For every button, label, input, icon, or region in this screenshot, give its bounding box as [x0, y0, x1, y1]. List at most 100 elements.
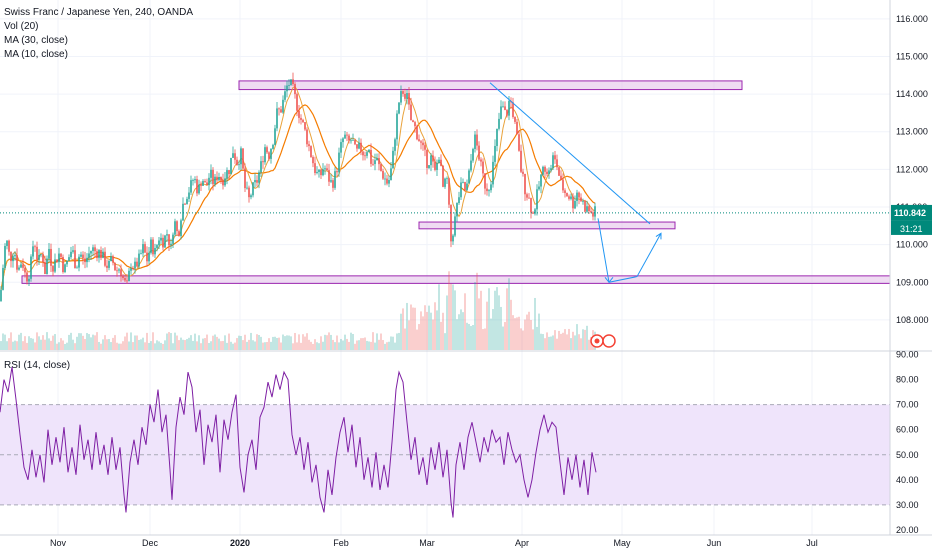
candle-body — [592, 212, 594, 217]
volume-bar — [92, 334, 94, 350]
candle-body — [266, 147, 268, 153]
candle-body — [124, 278, 126, 281]
volume-legend[interactable]: Vol (20) — [4, 21, 39, 32]
ma-30-line — [0, 104, 596, 291]
volume-bar — [580, 338, 582, 350]
volume-bar — [304, 336, 306, 350]
candle-body — [158, 240, 160, 246]
candle-body — [244, 168, 246, 189]
candle-body — [352, 139, 354, 141]
candle-body — [136, 261, 138, 267]
volume-bar — [372, 332, 374, 350]
candle-body — [260, 161, 262, 173]
candle-body — [350, 140, 352, 142]
volume-bar — [240, 336, 242, 350]
candle-body — [24, 267, 26, 273]
volume-bar — [422, 316, 424, 350]
candle-body — [54, 259, 56, 272]
candle-body — [236, 159, 238, 166]
volume-bar — [104, 335, 106, 350]
volume-bar — [66, 342, 68, 350]
symbol-title[interactable]: Swiss Franc / Japanese Yen, 240, OANDA — [4, 7, 193, 18]
volume-bar — [100, 343, 102, 350]
candle-body — [208, 177, 210, 186]
candle-body — [526, 194, 528, 198]
candle-body — [400, 91, 402, 103]
candle-body — [388, 180, 390, 184]
volume-bar — [470, 326, 472, 350]
candle-body — [288, 85, 290, 86]
volume-bar — [314, 339, 316, 350]
candle-body — [164, 235, 166, 248]
countdown-value: 31:21 — [900, 224, 923, 234]
candle-body — [508, 101, 510, 116]
candlesticks — [0, 72, 596, 302]
candle-body — [88, 253, 90, 258]
projection-arrowhead — [655, 232, 662, 240]
rsi-legend[interactable]: RSI (14, close) — [4, 360, 71, 371]
volume-bar — [32, 338, 34, 350]
candle-body — [14, 255, 16, 257]
volume-bar — [128, 341, 130, 350]
candle-body — [560, 175, 562, 180]
candle-body — [480, 159, 482, 162]
volume-bar — [312, 343, 314, 350]
volume-bar — [166, 333, 168, 350]
volume-bar — [98, 341, 100, 350]
volume-bar — [506, 288, 508, 350]
candle-body — [86, 257, 88, 263]
candle-body — [258, 172, 260, 183]
volume-bar — [518, 316, 520, 350]
candle-body — [392, 150, 394, 169]
candle-body — [412, 120, 414, 123]
candle-body — [240, 148, 242, 165]
rsi-tick-label: 40.00 — [896, 475, 919, 485]
volume-bar — [226, 342, 228, 350]
volume-bar — [566, 334, 568, 350]
ma-slow-legend[interactable]: MA (30, close) — [4, 35, 68, 46]
candle-body — [194, 179, 196, 181]
volume-bar — [432, 319, 434, 350]
volume-bar — [472, 325, 474, 350]
volume-bar — [306, 333, 308, 350]
volume-bar — [136, 335, 138, 350]
candle-body — [34, 246, 36, 248]
volume-bar — [548, 336, 550, 350]
last-price-value: 110.842 — [894, 208, 926, 218]
candle-body — [326, 168, 328, 171]
ma-fast-legend[interactable]: MA (10, close) — [4, 49, 68, 60]
volume-bar — [542, 334, 544, 350]
candle-body — [314, 163, 316, 173]
candle-body — [116, 270, 118, 272]
candle-body — [546, 171, 548, 174]
volume-bar — [152, 332, 154, 350]
volume-bar — [416, 329, 418, 350]
candle-body — [262, 161, 264, 163]
candle-body — [544, 166, 546, 172]
rsi-tick-label: 70.00 — [896, 400, 919, 410]
last-price-badge — [891, 204, 932, 221]
candle-body — [470, 160, 472, 171]
volume-bar — [424, 305, 426, 350]
moving-averages — [0, 85, 596, 291]
candle-body — [296, 94, 298, 111]
volume-bar — [14, 340, 16, 350]
volume-bar — [114, 335, 116, 350]
volume-bar — [466, 322, 468, 350]
candle-body — [402, 91, 404, 94]
volume-bar — [468, 323, 470, 350]
candle-body — [586, 206, 588, 212]
volume-bar — [142, 337, 144, 350]
volume-bar — [586, 325, 588, 350]
candle-body — [570, 196, 572, 199]
candle-body — [580, 197, 582, 202]
volume-bar — [200, 343, 202, 350]
candle-body — [294, 84, 296, 95]
volume-bar — [224, 335, 226, 350]
candle-body — [418, 139, 420, 142]
volume-bar — [440, 321, 442, 350]
candle-body — [282, 99, 284, 113]
volume-bar — [58, 342, 60, 350]
price-tick-label: 114.000 — [896, 89, 928, 99]
